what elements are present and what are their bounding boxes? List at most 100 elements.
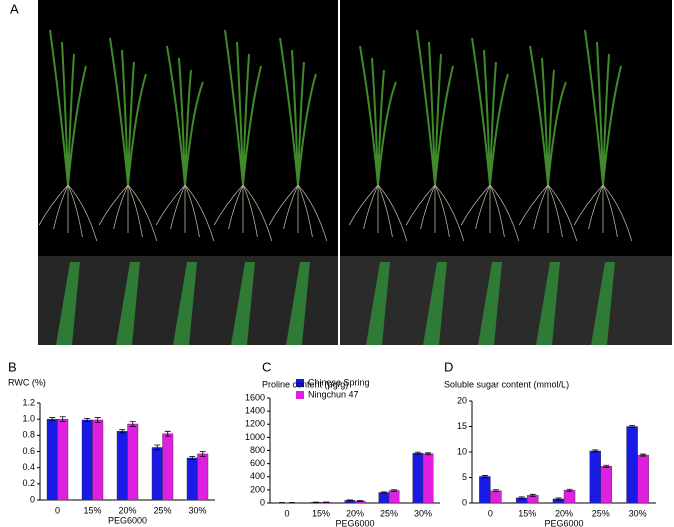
leaf [471, 37, 491, 186]
x-tick-label: 30% [414, 508, 432, 518]
root [434, 184, 465, 242]
root [405, 184, 436, 226]
x-tick-label: 15% [312, 508, 330, 518]
treatment-label: 25% [533, 237, 563, 254]
panel-letter: D [444, 359, 453, 374]
root [53, 184, 69, 230]
bar [479, 476, 491, 504]
root [170, 184, 186, 230]
leaf-closeup [231, 262, 255, 345]
leaf [291, 49, 299, 186]
x-tick-label: 20% [555, 508, 573, 518]
root [242, 184, 273, 242]
bar [412, 452, 424, 504]
error-bar [629, 425, 636, 428]
error-bar [357, 500, 364, 502]
treatment-label: 15% [113, 237, 143, 254]
leaf [434, 53, 442, 186]
leaf [547, 81, 567, 186]
treatment-label: 30% [588, 237, 618, 254]
root [228, 184, 244, 230]
error-bar [346, 499, 353, 502]
y-tick-label: 10 [457, 446, 467, 456]
root [434, 184, 450, 238]
bar [46, 418, 58, 501]
x-tick-label: 25% [592, 508, 610, 518]
error-bar [592, 449, 599, 453]
y-tick-label: 1400 [245, 406, 265, 416]
plants [38, 29, 633, 345]
error-bar [603, 464, 610, 468]
y-tick-label: 0 [260, 497, 265, 507]
treatment-label: 0 [374, 237, 382, 254]
root [98, 184, 129, 226]
error-bar [380, 491, 387, 494]
root [547, 184, 563, 238]
bar [378, 492, 390, 504]
leaf-closeup [366, 262, 390, 345]
leaf [489, 61, 497, 186]
root [348, 184, 379, 226]
axis-title: Proline content (μg/g) [262, 379, 348, 389]
leaf [242, 65, 262, 186]
leaf [483, 49, 491, 186]
leaf [121, 49, 129, 186]
x-tick-label: 15% [518, 508, 536, 518]
bar [92, 419, 104, 501]
y-tick-label: 0 [30, 494, 35, 504]
y-tick-label: 1.2 [22, 397, 35, 407]
legend-label: Chinese Spring [308, 377, 370, 387]
legend-swatch [296, 379, 304, 387]
leaf-closeup [173, 262, 197, 345]
root [184, 184, 200, 238]
error-bar [154, 444, 161, 451]
leaf [236, 41, 244, 186]
group-title: Chinese Spring [42, 7, 151, 24]
error-bar [529, 493, 536, 497]
root [475, 184, 491, 230]
leaf [184, 81, 204, 186]
error-bar [49, 417, 56, 422]
leaf [529, 45, 549, 186]
root [213, 184, 244, 226]
axis-title: Soluble sugar content (mmol/L) [444, 379, 569, 389]
root [602, 184, 633, 242]
error-bar [59, 416, 66, 422]
panel-letter: C [262, 359, 271, 374]
root [588, 184, 604, 230]
leaf [371, 57, 379, 186]
y-tick-label: 200 [250, 484, 265, 494]
root [377, 184, 393, 238]
y-tick-label: 0.6 [22, 446, 35, 456]
leaf-closeup [591, 262, 615, 345]
treatment-label: 0 [64, 237, 72, 254]
leaf [184, 69, 192, 186]
y-tick-label: 5 [462, 472, 467, 482]
x-tick-label: 0 [55, 505, 60, 515]
root [533, 184, 549, 230]
leaf [416, 29, 436, 186]
leaf [428, 41, 436, 186]
treatment-label: 30% [283, 237, 313, 254]
error-bar [518, 496, 525, 500]
error-bar [425, 452, 432, 456]
root [377, 184, 408, 242]
axis-title: RWC (%) [8, 377, 46, 387]
bar [600, 466, 613, 504]
error-bar [129, 421, 136, 427]
y-tick-label: 1000 [245, 432, 265, 442]
x-axis-title: PEG6000 [335, 518, 374, 527]
error-bar [94, 417, 101, 423]
leaf [224, 29, 244, 186]
group-title: Ningchun 47 [344, 7, 434, 24]
leaf [166, 45, 186, 186]
error-bar [189, 455, 196, 460]
bar [186, 457, 198, 501]
leaf [602, 65, 622, 186]
x-tick-label: 25% [153, 505, 171, 515]
bar [388, 490, 400, 504]
root [242, 184, 258, 238]
root [460, 184, 491, 226]
y-tick-label: 1.0 [22, 414, 35, 424]
